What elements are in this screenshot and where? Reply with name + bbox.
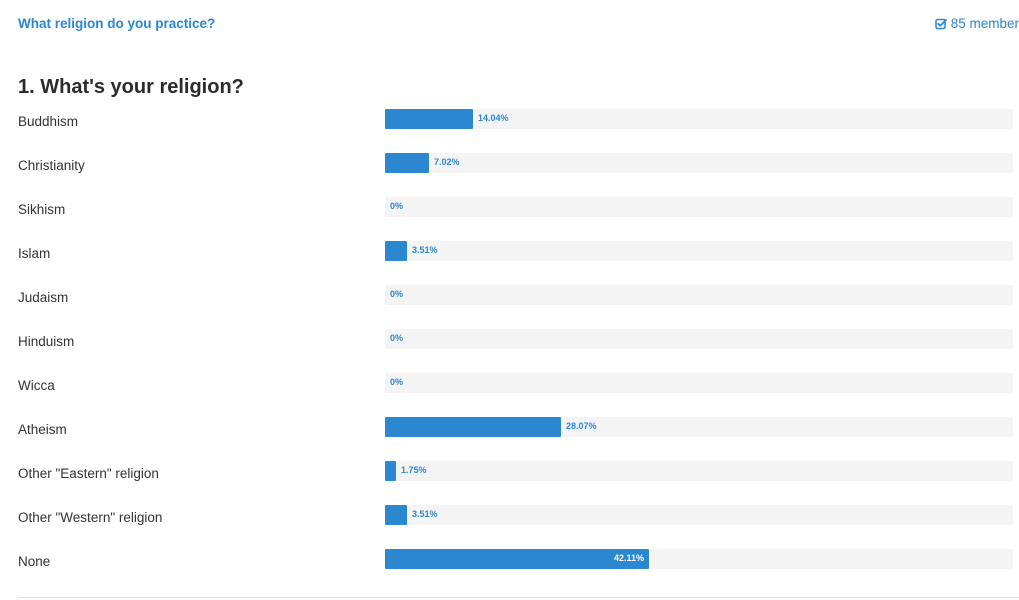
result-bar[interactable]: 3.51% xyxy=(385,505,1013,525)
result-percent: 0% xyxy=(390,377,404,387)
result-bar-fill xyxy=(385,241,407,261)
result-percent: 7.02% xyxy=(434,157,460,167)
option-label: Christianity xyxy=(18,158,85,173)
result-percent: 3.51% xyxy=(412,245,438,255)
poll-option-christianity: Christianity 7.02% xyxy=(0,150,1019,194)
member-count[interactable]: 85 member xyxy=(934,16,1019,31)
result-bar[interactable]: 42.11% xyxy=(385,549,1013,569)
result-percent: 3.51% xyxy=(412,509,438,519)
result-bar-fill xyxy=(385,549,649,569)
option-label: None xyxy=(18,554,51,569)
result-bar[interactable]: 1.75% xyxy=(385,461,1013,481)
poll-option-judaism: Judaism 0% xyxy=(0,282,1019,326)
poll-option-other-eastern: Other "Eastern" religion 1.75% xyxy=(0,458,1019,502)
result-bar[interactable]: 0% xyxy=(385,373,1013,393)
option-label: Judaism xyxy=(18,290,69,305)
poll-option-islam: Islam 3.51% xyxy=(0,238,1019,282)
option-label: Wicca xyxy=(18,378,55,393)
option-label: Other "Western" religion xyxy=(18,510,163,525)
poll-option-none: None 42.11% xyxy=(0,546,1019,590)
result-bar[interactable]: 0% xyxy=(385,285,1013,305)
option-label: Sikhism xyxy=(18,202,66,217)
result-bar-fill xyxy=(385,153,429,173)
result-percent: 28.07% xyxy=(566,421,597,431)
result-percent: 42.11% xyxy=(614,553,645,563)
option-label: Buddhism xyxy=(18,114,79,129)
section-divider xyxy=(18,597,1019,598)
poll-option-buddhism: Buddhism 14.04% xyxy=(0,106,1019,150)
poll-option-wicca: Wicca 0% xyxy=(0,370,1019,414)
poll-option-atheism: Atheism 28.07% xyxy=(0,414,1019,458)
member-count-label: 85 member xyxy=(950,16,1019,31)
result-bar[interactable]: 3.51% xyxy=(385,241,1013,261)
poll-title-link[interactable]: What religion do you practice? xyxy=(18,16,216,31)
result-bar[interactable]: 0% xyxy=(385,197,1013,217)
result-percent: 1.75% xyxy=(401,465,427,475)
result-bar[interactable]: 0% xyxy=(385,329,1013,349)
result-bar-fill xyxy=(385,109,473,129)
option-label: Hinduism xyxy=(18,334,75,349)
poll-options: Buddhism 14.04% Christianity 7.02% Sikhi… xyxy=(0,106,1019,590)
result-bar[interactable]: 14.04% xyxy=(385,109,1013,129)
poll-option-hinduism: Hinduism 0% xyxy=(0,326,1019,370)
result-bar-fill xyxy=(385,417,561,437)
option-label: Atheism xyxy=(18,422,67,437)
poll-option-sikhism: Sikhism 0% xyxy=(0,194,1019,238)
option-label: Other "Eastern" religion xyxy=(18,466,159,481)
poll-option-other-western: Other "Western" religion 3.51% xyxy=(0,502,1019,546)
poll-header: What religion do you practice? 85 member xyxy=(0,0,1019,50)
result-percent: 0% xyxy=(390,289,404,299)
result-bar[interactable]: 28.07% xyxy=(385,417,1013,437)
result-percent: 0% xyxy=(390,333,404,343)
result-bar-fill xyxy=(385,461,396,481)
result-bar[interactable]: 7.02% xyxy=(385,153,1013,173)
result-bar-fill xyxy=(385,505,407,525)
option-label: Islam xyxy=(18,246,51,261)
question-title: 1. What's your religion? xyxy=(18,76,244,98)
result-percent: 14.04% xyxy=(478,113,509,123)
result-percent: 0% xyxy=(390,201,404,211)
checkbox-checked-icon xyxy=(934,18,947,30)
